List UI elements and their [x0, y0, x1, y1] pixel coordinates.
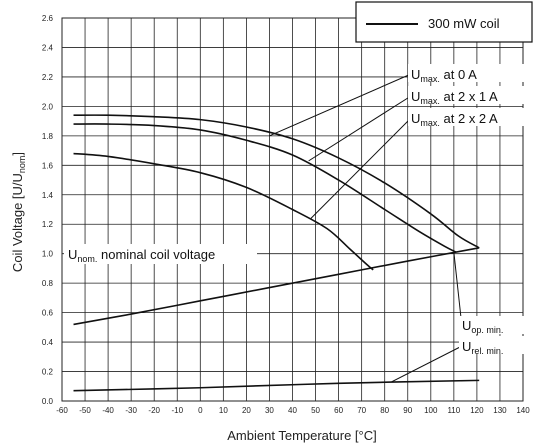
y-tick-label: 2.4 — [42, 43, 54, 52]
annotation-umax-2x2a-bg — [408, 108, 530, 126]
annotation-umax-2x2a: Umax. at 2 x 2 A — [408, 108, 530, 128]
x-tick-label: 50 — [311, 406, 320, 415]
annotation-urel-min-text: Urel. min. — [462, 339, 503, 356]
x-tick-label: 20 — [242, 406, 251, 415]
y-tick-label: 1.8 — [42, 132, 54, 141]
x-tick-label: -20 — [148, 406, 160, 415]
annotation-umax-2x1a-bg — [408, 86, 530, 104]
annotation-unom-text: Unom. nominal coil voltage — [68, 247, 215, 264]
y-tick-label: 2.0 — [42, 102, 54, 111]
x-axis-label: Ambient Temperature [°C] — [227, 428, 376, 443]
x-tick-label: -50 — [79, 406, 91, 415]
legend-label: 300 mW coil — [428, 16, 500, 31]
annotation-unom: Unom. nominal coil voltage — [64, 244, 257, 264]
leader-line-urel-min — [391, 345, 463, 383]
x-tick-label: 80 — [380, 406, 389, 415]
y-tick-label: 2.2 — [42, 73, 54, 82]
x-tick-label: -40 — [102, 406, 114, 415]
annotation-uop-min-text: Uop. min. — [462, 318, 503, 335]
x-tick-label: 30 — [265, 406, 274, 415]
leader-line-umax-0a — [269, 73, 412, 137]
y-tick-label: 0.2 — [42, 368, 54, 377]
x-tick-label: -60 — [56, 406, 68, 415]
leader-line-uop-min — [453, 252, 463, 328]
x-tick-label: 70 — [357, 406, 366, 415]
x-tick-label: 140 — [516, 406, 530, 415]
annotation-urel-min-bg — [459, 336, 531, 354]
annotation-umax-2x2a-text: Umax. at 2 x 2 A — [411, 111, 498, 128]
annotation-unom-bg — [64, 244, 257, 264]
annotation-leaders — [269, 73, 463, 383]
series-line-umax-2x2a — [73, 152, 374, 271]
plot-frame — [61, 17, 524, 402]
legend-box — [355, 1, 533, 43]
annotation-umax-2x1a-text: Umax. at 2 x 1 A — [411, 89, 498, 106]
annotation-uop-min: Uop. min. — [459, 316, 531, 335]
x-axis-ticks: -60 -50 -40 -30 -20 -10 0 10 20 30 40 50 60 70 80 90 100… — [56, 406, 530, 415]
y-tick-label: 0.6 — [42, 309, 54, 318]
series-line-urel-min — [73, 379, 480, 392]
x-tick-label: 10 — [219, 406, 228, 415]
x-tick-label: -30 — [125, 406, 137, 415]
leader-line-umax-2x1a — [308, 95, 412, 162]
grid — [61, 17, 524, 402]
series-lines — [73, 114, 480, 392]
series-line-umax-2x1a — [73, 123, 457, 253]
x-tick-label: 0 — [198, 406, 203, 415]
x-tick-label: 130 — [493, 406, 507, 415]
y-tick-label: 0.0 — [42, 397, 54, 406]
x-tick-label: -10 — [171, 406, 183, 415]
y-tick-label: 1.0 — [42, 250, 54, 259]
series-line-uop-min — [73, 247, 480, 326]
y-axis-label: Coil Voltage [U/Unom] — [10, 152, 27, 272]
leader-line-umax-2x2a — [310, 117, 412, 219]
annotation-uop-min-bg — [459, 316, 531, 334]
x-tick-label: 120 — [470, 406, 484, 415]
annotation-umax-0a-text: Umax. at 0 A — [411, 67, 477, 84]
y-tick-label: 1.4 — [42, 191, 54, 200]
y-tick-label: 0.8 — [42, 279, 54, 288]
annotation-urel-min: Urel. min. — [459, 336, 531, 356]
x-tick-label: 40 — [288, 406, 297, 415]
y-tick-label: 1.2 — [42, 220, 54, 229]
y-axis-ticks: 0.0 0.2 0.4 0.6 0.8 1.0 1.2 1.4 1.6 1.8 2.0 2.2 2.4 2… — [42, 14, 54, 406]
annotation-umax-0a-bg — [408, 64, 528, 82]
annotation-umax-2x1a: Umax. at 2 x 1 A — [408, 86, 530, 106]
x-tick-label: 60 — [334, 406, 343, 415]
annotation-umax-0a: Umax. at 0 A — [408, 64, 528, 84]
x-tick-label: 110 — [447, 406, 460, 415]
series-line-umax-0a — [73, 114, 480, 249]
y-tick-label: 0.4 — [42, 338, 54, 347]
y-tick-label: 2.6 — [42, 14, 54, 23]
x-tick-label: 100 — [424, 406, 438, 415]
legend: 300 mW coil — [355, 1, 533, 43]
x-tick-label: 90 — [403, 406, 412, 415]
y-tick-label: 1.6 — [42, 161, 54, 170]
